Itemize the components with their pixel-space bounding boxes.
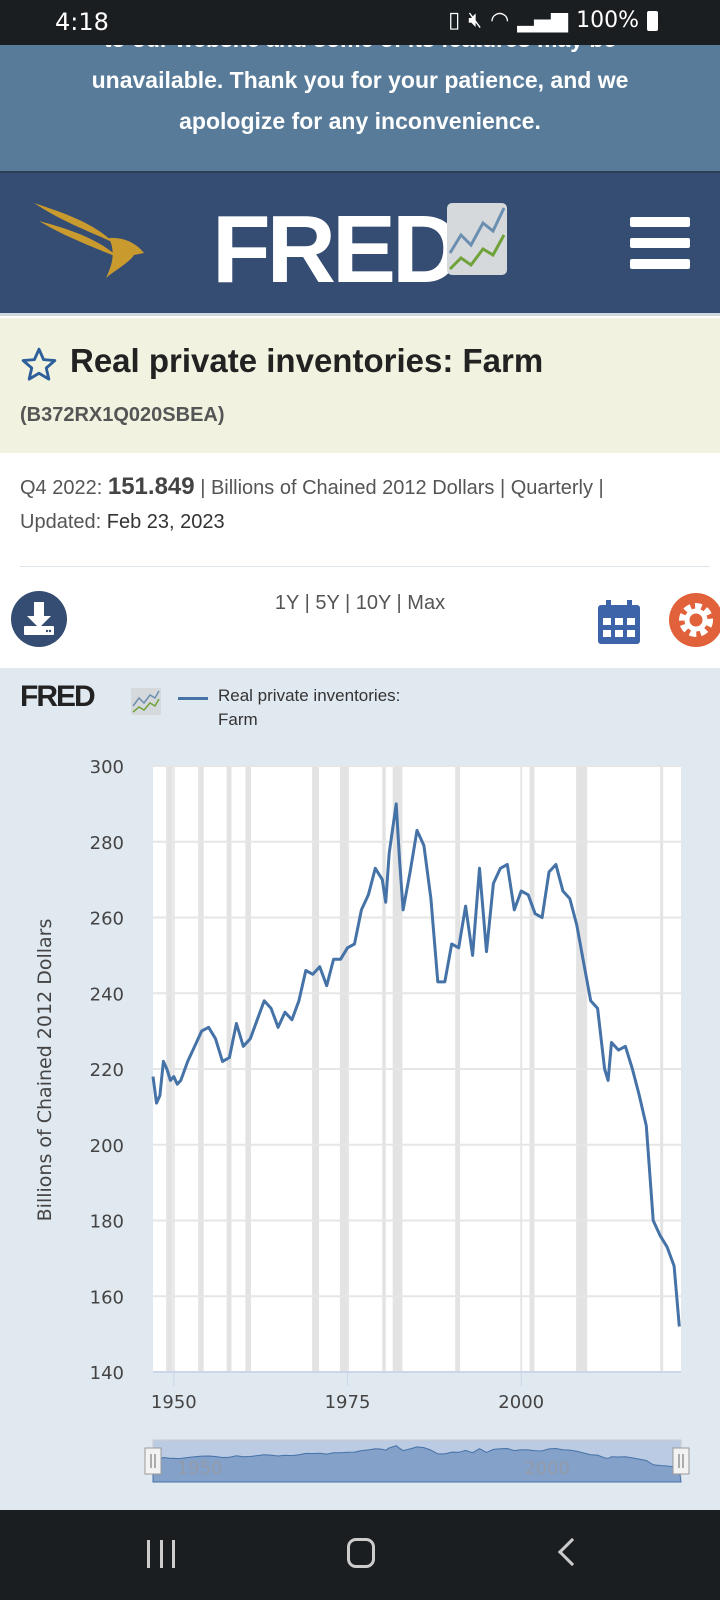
mute-icon: 🔇︎ (468, 8, 483, 33)
battery-icon (647, 10, 658, 31)
updated-label: Updated: (20, 511, 102, 533)
navigator-handle-left[interactable] (144, 1447, 162, 1475)
star-icon[interactable] (20, 346, 58, 384)
series-id: (B372RX1Q020SBEA) (20, 404, 225, 426)
series-title-box: Real private inventories: Farm (B372RX1Q… (0, 318, 720, 453)
battery-saver-icon: ▯ (448, 8, 461, 33)
x-tick-label: 2000 (498, 1392, 544, 1413)
navigation-bar (0, 1510, 720, 1600)
y-tick-label: 200 (90, 1136, 124, 1157)
units-frequency: | Billions of Chained 2012 Dollars | Qua… (200, 477, 604, 499)
legend-label-line2: Farm (218, 710, 258, 729)
y-tick-label: 300 (90, 757, 124, 778)
range-5y[interactable]: 5Y (315, 592, 340, 614)
observation-period: Q4 2022: (20, 477, 103, 499)
maintenance-banner: to our website and some of its features … (0, 45, 720, 173)
navigator-label: 1950 (177, 1458, 223, 1479)
gear-icon[interactable] (668, 592, 720, 648)
y-tick-label: 260 (90, 909, 124, 930)
date-range-selector: 1Y | 5Y | 10Y | Max (274, 592, 446, 614)
y-tick-label: 240 (90, 984, 124, 1005)
divider (20, 566, 710, 567)
back-icon[interactable] (557, 1537, 587, 1567)
legend[interactable]: Real private inventories: Farm (218, 684, 400, 732)
y-tick-label: 280 (90, 833, 124, 854)
hamburger-menu-button[interactable] (630, 217, 690, 269)
x-tick-label: 1950 (151, 1392, 197, 1413)
range-1y[interactable]: 1Y (274, 592, 300, 614)
site-header: FRED (0, 173, 720, 316)
page-title: Real private inventories: Farm (70, 342, 544, 379)
observation-value: 151.849 (107, 473, 195, 500)
navigator-label: 2000 (524, 1458, 570, 1479)
navigator-handle-right[interactable] (672, 1447, 690, 1475)
eagle-logo[interactable] (34, 203, 149, 278)
range-10y[interactable]: 10Y (355, 592, 391, 614)
home-icon[interactable] (347, 1538, 375, 1568)
line-chart[interactable]: 300 280 260 240 220 200 180 160 140 1950 1975 2000 1… (0, 0, 720, 1510)
y-tick-label: 180 (90, 1212, 124, 1233)
data-line (151, 802, 681, 1327)
legend-swatch (178, 697, 208, 700)
signal-icon: ▂▄▆ (517, 8, 569, 33)
legend-label-line1: Real private inventories: (218, 686, 401, 705)
download-icon[interactable] (10, 590, 68, 648)
y-axis-label: Billions of Chained 2012 Dollars (34, 919, 56, 1222)
series-info: Q4 2022: 151.849 | Billions of Chained 2… (20, 470, 700, 539)
chart-fred-logo: FRED (20, 680, 96, 713)
recent-apps-icon[interactable] (147, 1540, 175, 1568)
chart-logo-icon (131, 688, 161, 715)
clock: 4:18 (55, 8, 109, 36)
range-max[interactable]: Max (407, 592, 446, 614)
fred-chart-logo-icon (447, 203, 507, 275)
y-tick-label: 220 (90, 1060, 124, 1081)
status-bar: 4:18 ▯ 🔇︎ ◠ ▂▄▆ 100% (0, 0, 720, 45)
x-tick-label: 1975 (325, 1392, 371, 1413)
calendar-icon[interactable] (598, 600, 640, 644)
banner-text: to our website and some of its features … (91, 45, 629, 134)
navigator-series (152, 1445, 682, 1483)
fred-logo[interactable]: FRED (212, 196, 461, 303)
battery-percent: 100% (576, 8, 639, 33)
y-tick-label: 160 (90, 1287, 124, 1308)
updated-date: Feb 23, 2023 (106, 511, 225, 533)
wifi-icon: ◠ (490, 8, 510, 33)
y-tick-label: 140 (90, 1363, 124, 1384)
